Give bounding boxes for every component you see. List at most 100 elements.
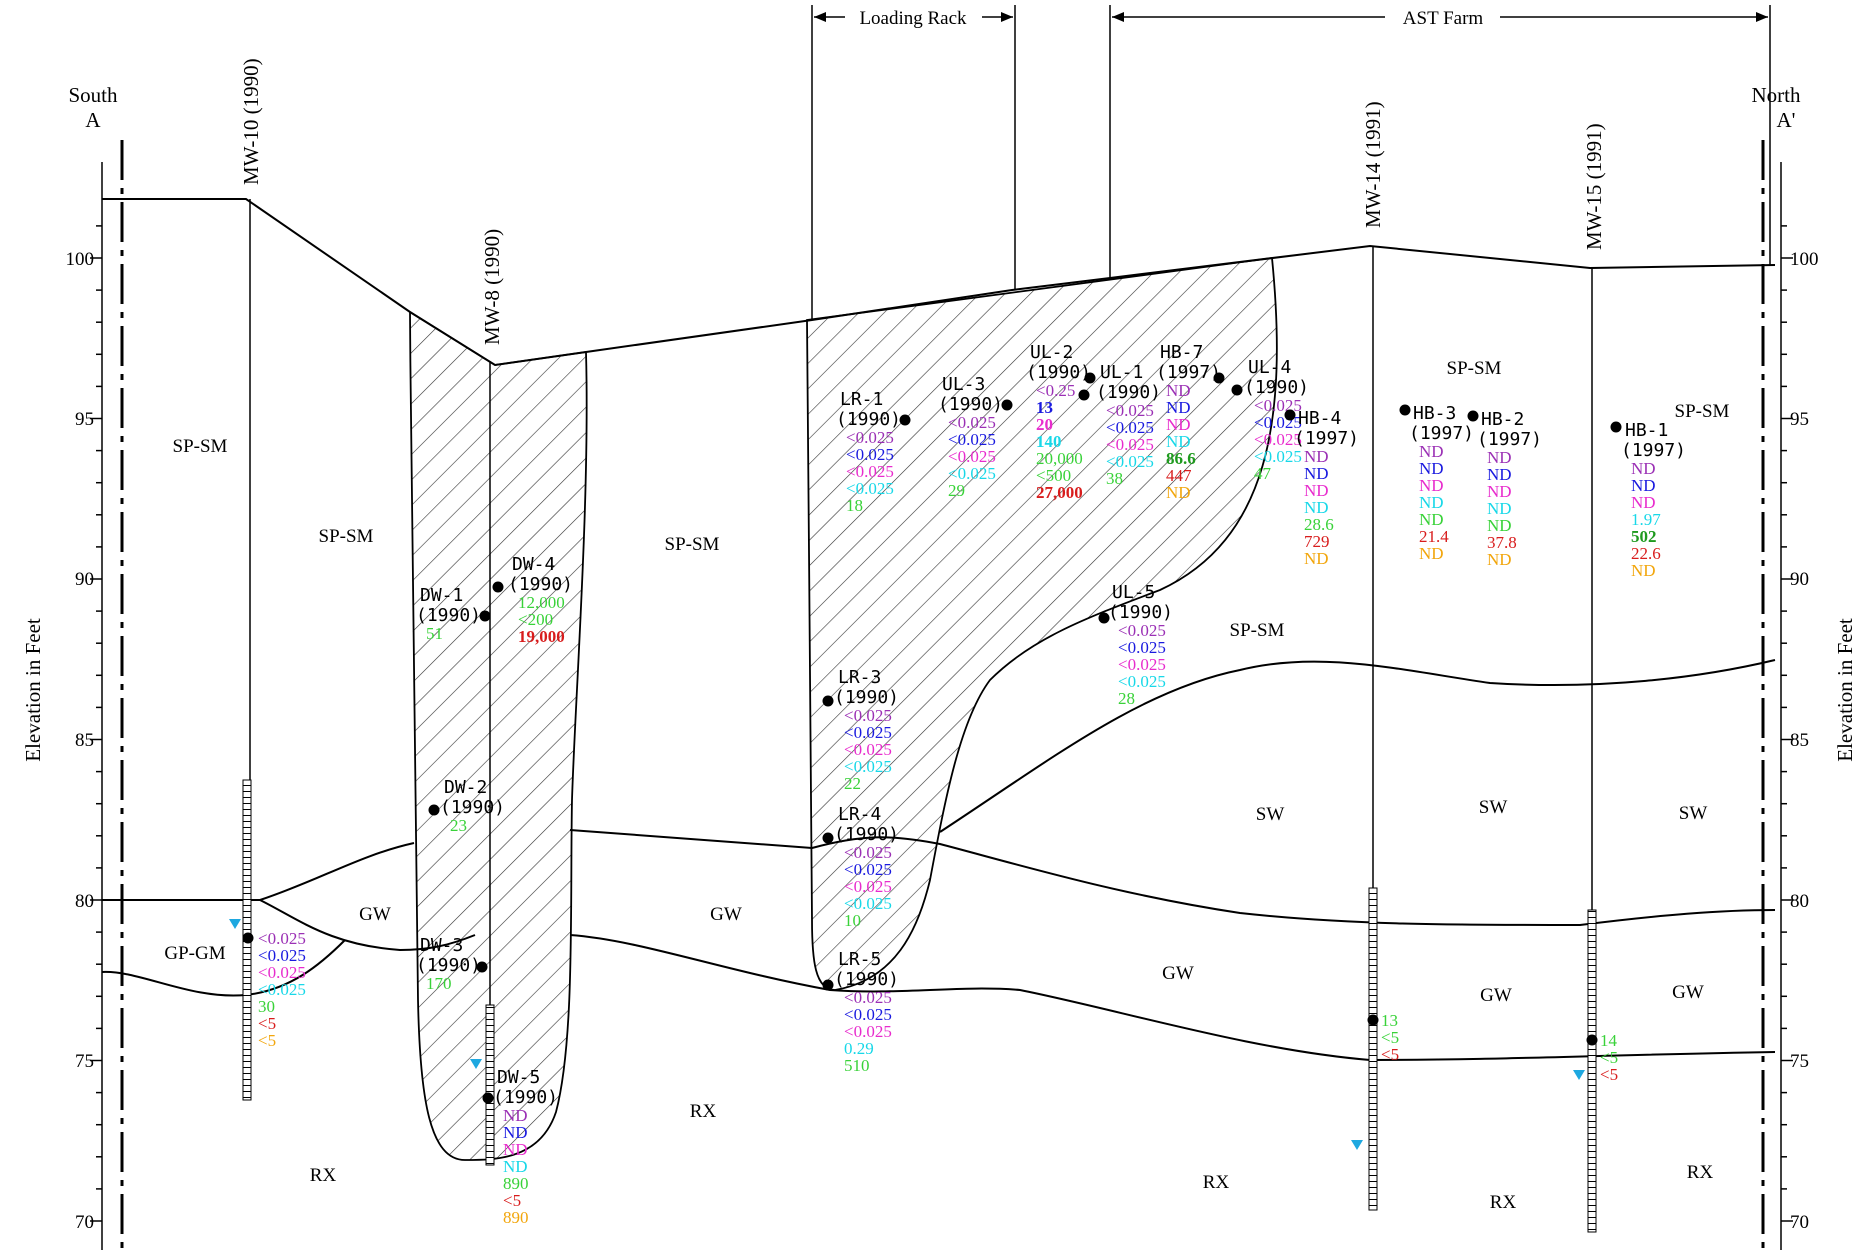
left-tick-90: 90 — [75, 569, 94, 590]
water-level-icon — [1573, 1070, 1585, 1080]
sample-dot — [492, 581, 504, 593]
sample-dw3: DW-3(1990)170 — [416, 935, 488, 993]
sample-id: DW-5 — [497, 1067, 540, 1088]
sample-value: ND — [1166, 432, 1191, 451]
sample-mw14s: 13<5<5 — [1367, 1011, 1399, 1064]
sample-dot — [482, 1092, 494, 1104]
sample-value: <0.025 — [844, 894, 892, 913]
sample-id: HB-1 — [1625, 420, 1668, 441]
sample-value: 20,000 — [1036, 449, 1083, 468]
sample-year: (1990) — [1026, 362, 1091, 383]
sample-value: <0.025 — [1106, 452, 1154, 471]
left-tick-95: 95 — [75, 409, 94, 430]
sample-value: ND — [1487, 465, 1512, 484]
right-tick-85: 85 — [1790, 730, 1809, 751]
sample-points: LR-1(1990)<0.025<0.025<0.025<0.02518UL-3… — [242, 342, 1686, 1227]
sample-value: <0.025 — [844, 1005, 892, 1024]
sample-value: <0.025 — [844, 723, 892, 742]
water-level-icon — [229, 919, 241, 929]
soil-label-sp: SP-SM — [1675, 401, 1730, 422]
sample-value: 510 — [844, 1056, 870, 1075]
sample-year: (1997) — [1477, 429, 1542, 450]
section-a-label: A — [85, 108, 101, 132]
sample-value: ND — [1419, 544, 1444, 563]
sample-value: 20 — [1036, 415, 1053, 434]
sample-value: 51 — [426, 624, 443, 643]
sample-value: <0.025 — [258, 946, 306, 965]
sample-value: ND — [1166, 381, 1191, 400]
sample-year: (1990) — [834, 687, 899, 708]
soil-label-rx: RX — [690, 1101, 717, 1122]
sample-value: <0.025 — [258, 963, 306, 982]
soil-label-sw: SW — [1256, 804, 1285, 825]
sample-value: <0.025 — [1254, 447, 1302, 466]
sample-value: <200 — [518, 610, 553, 629]
sample-value: 12,000 — [518, 593, 565, 612]
sample-id: UL-2 — [1030, 342, 1073, 363]
sample-id: UL-4 — [1248, 357, 1291, 378]
sample-value: <0.025 — [1106, 401, 1154, 420]
sample-id: DW-4 — [512, 554, 555, 575]
left-axis — [90, 162, 103, 1250]
sample-id: UL-5 — [1112, 582, 1155, 603]
sample-value: ND — [503, 1157, 528, 1176]
soil-label-gw: GW — [359, 904, 391, 925]
loading-rack-bracket — [811, 5, 1016, 320]
sample-year: (1990) — [440, 797, 505, 818]
sample-year: (1990) — [1108, 602, 1173, 623]
mw10-label: MW-10 (1990) — [239, 58, 263, 185]
sample-value: <5 — [1600, 1048, 1618, 1067]
sample-value: ND — [1304, 464, 1329, 483]
sample-value: 14 — [1600, 1031, 1618, 1050]
sample-value: ND — [1166, 398, 1191, 417]
sample-value: ND — [1304, 498, 1329, 517]
sample-value: <0.025 — [844, 860, 892, 879]
soil-label-sw: SW — [1479, 797, 1508, 818]
ast-farm-label: AST Farm — [1403, 8, 1484, 29]
sample-id: LR-4 — [838, 804, 881, 825]
sample-dot — [1231, 384, 1243, 396]
sample-id: HB-7 — [1160, 342, 1203, 363]
sample-dot — [1213, 372, 1225, 384]
sample-year: (1997) — [1294, 428, 1359, 449]
ast-farm-bracket — [1109, 5, 1771, 278]
sample-value: <0.025 — [1254, 430, 1302, 449]
sample-value: ND — [1487, 448, 1512, 467]
sample-value: 447 — [1166, 466, 1192, 485]
sample-value: <5 — [1381, 1045, 1399, 1064]
soil-label-gw: GW — [1480, 985, 1512, 1006]
sample-value: <0.025 — [846, 445, 894, 464]
soil-label-rx: RX — [1687, 1162, 1714, 1183]
sample-dot — [822, 979, 834, 991]
sample-year: (1990) — [416, 955, 481, 976]
sample-value: ND — [503, 1106, 528, 1125]
sample-id: LR-1 — [840, 389, 883, 410]
sample-value: <0.025 — [948, 413, 996, 432]
sample-id: DW-3 — [420, 935, 463, 956]
sample-value: <0.025 — [1118, 655, 1166, 674]
right-tick-90: 90 — [1790, 569, 1809, 590]
sample-value: 170 — [426, 974, 452, 993]
soil-label-gw: GW — [710, 904, 742, 925]
sample-value: <0.025 — [844, 843, 892, 862]
sample-dot — [1367, 1014, 1379, 1026]
right-tick-95: 95 — [1790, 409, 1809, 430]
sample-value: ND — [1304, 481, 1329, 500]
sample-id: LR-3 — [838, 667, 881, 688]
sample-value: <0.025 — [844, 1022, 892, 1041]
sample-value: <0.025 — [258, 980, 306, 999]
sample-id: UL-3 — [942, 374, 985, 395]
soil-label-rx: RX — [1203, 1172, 1230, 1193]
soil-label-rx: RX — [1490, 1192, 1517, 1213]
sample-id: HB-4 — [1298, 408, 1341, 429]
sample-value: <0.025 — [844, 757, 892, 776]
sample-year: (1990) — [1096, 382, 1161, 403]
soil-label-sw: SW — [1679, 803, 1708, 824]
y-axis-label-right: Elevation in Feet — [1833, 618, 1857, 762]
